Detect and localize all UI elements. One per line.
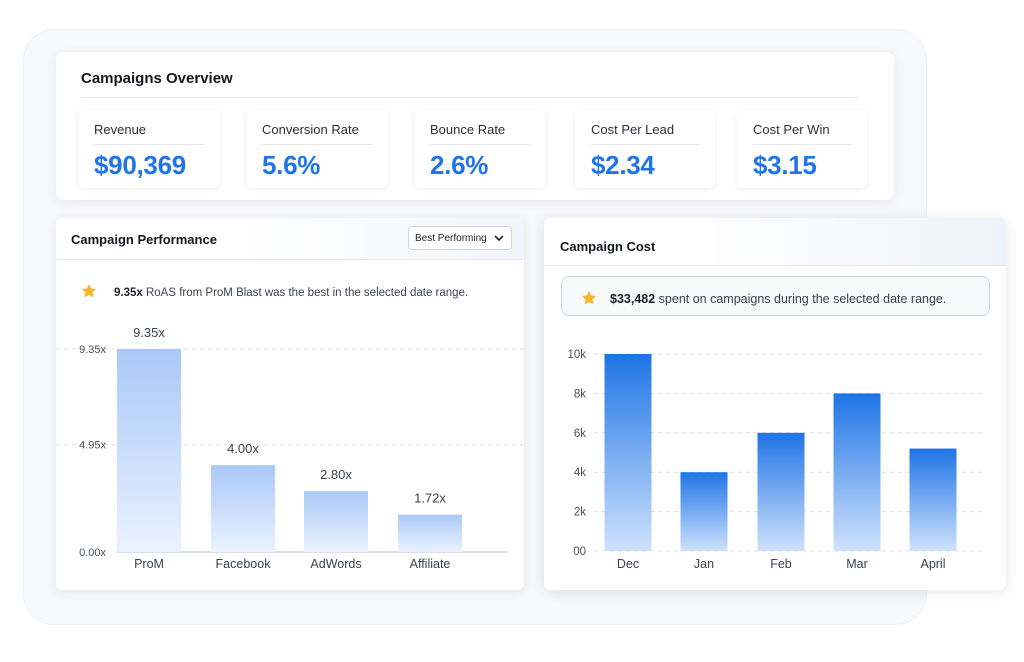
x-tick-label: April: [920, 557, 945, 571]
kpi-bounce-rate: Bounce Rate 2.6%: [414, 110, 546, 188]
dropdown-selected-value: Best Performing: [415, 233, 487, 244]
card-title: Campaign Performance: [71, 232, 217, 247]
kpi-value: 5.6%: [262, 150, 321, 180]
kpi-cost-per-win: Cost Per Win $3.15: [737, 110, 867, 188]
campaign-performance-card: Campaign Performance Best Performing 9.3…: [56, 218, 524, 590]
bar-april: [909, 448, 957, 551]
kpi-divider: [591, 144, 699, 145]
insight-text: RoAS from ProM Blast was the best in the…: [142, 287, 469, 299]
y-tick-label: 6k: [574, 428, 586, 440]
x-tick-label: Affiliate: [410, 557, 451, 571]
x-tick-label: Feb: [770, 557, 792, 571]
performance-insight: 9.35x RoAS from ProM Blast was the best …: [80, 282, 468, 300]
kpi-divider: [262, 144, 372, 145]
kpi-conversion-rate: Conversion Rate 5.6%: [246, 110, 388, 188]
performance-filter-dropdown[interactable]: Best Performing: [408, 226, 512, 250]
insight-text: spent on campaigns during the selected d…: [655, 292, 947, 306]
bar-facebook: [211, 465, 275, 552]
kpi-divider: [753, 144, 851, 145]
y-tick-label: 8k: [574, 388, 586, 400]
y-tick-label: 0.00x: [79, 547, 106, 559]
y-tick-label: 2k: [574, 507, 586, 519]
bar-prom: [117, 349, 181, 552]
kpi-revenue: Revenue $90,369: [78, 110, 220, 188]
y-tick-label: 10k: [567, 349, 586, 361]
kpi-divider: [430, 144, 530, 145]
kpi-cost-per-lead: Cost Per Lead $2.34: [575, 110, 715, 188]
overview-title: Campaigns Overview: [81, 70, 233, 87]
bar-feb: [757, 432, 805, 551]
kpi-value: 2.6%: [430, 150, 489, 180]
kpi-label: Cost Per Lead: [591, 122, 675, 137]
kpi-value: $90,369: [94, 150, 186, 180]
card-header: Campaign Cost: [544, 218, 1006, 266]
kpi-value: $3.15: [753, 150, 817, 180]
x-tick-label: Mar: [846, 557, 868, 571]
campaign-cost-card: Campaign Cost $33,482 spent on campaigns…: [544, 218, 1006, 590]
data-label: 2.80x: [320, 467, 352, 482]
insight-highlight: $33,482: [610, 292, 656, 306]
kpi-divider: [94, 144, 204, 145]
x-tick-label: AdWords: [310, 557, 361, 571]
kpi-label: Conversion Rate: [262, 122, 359, 137]
bar-mar: [833, 393, 881, 551]
bar-adwords: [304, 491, 368, 552]
kpi-label: Cost Per Win: [753, 122, 830, 137]
x-tick-label: Facebook: [216, 557, 272, 571]
bar-affiliate: [398, 514, 462, 552]
campaigns-overview-card: Campaigns Overview Revenue $90,369 Conve…: [56, 52, 894, 200]
x-tick-label: ProM: [134, 557, 164, 571]
cost-bar-chart: 00 2k 4k 6k 8k 10k Dec Jan Feb Mar April: [567, 349, 986, 571]
star-icon: [581, 290, 597, 305]
y-tick-label: 9.35x: [79, 344, 106, 356]
y-tick-label: 4.95x: [79, 440, 106, 452]
x-tick-label: Jan: [694, 557, 714, 571]
bar-dec: [604, 354, 652, 551]
data-label: 9.35x: [133, 325, 165, 340]
insight-highlight: 9.35x: [114, 287, 143, 299]
kpi-label: Revenue: [94, 122, 147, 137]
chevron-down-icon: [494, 235, 504, 241]
y-tick-label: 4k: [574, 467, 586, 479]
performance-bar-chart: 0.00x 4.95x 9.35x 9.35x ProM 4.00x Facebook 2.8…: [56, 325, 524, 571]
card-title: Campaign Cost: [560, 239, 656, 254]
card-header: Campaign Performance Best Performing: [56, 218, 524, 260]
kpi-label: Bounce Rate: [430, 122, 506, 137]
star-icon: [81, 283, 97, 298]
x-tick-label: Dec: [617, 557, 639, 571]
data-label: 1.72x: [414, 491, 446, 506]
bar-jan: [680, 472, 728, 551]
cost-insight: $33,482 spent on campaigns during the se…: [561, 276, 990, 316]
y-tick-label: 00: [573, 546, 586, 558]
overview-divider: [81, 97, 858, 98]
data-label: 4.00x: [227, 441, 259, 456]
kpi-value: $2.34: [591, 150, 655, 180]
